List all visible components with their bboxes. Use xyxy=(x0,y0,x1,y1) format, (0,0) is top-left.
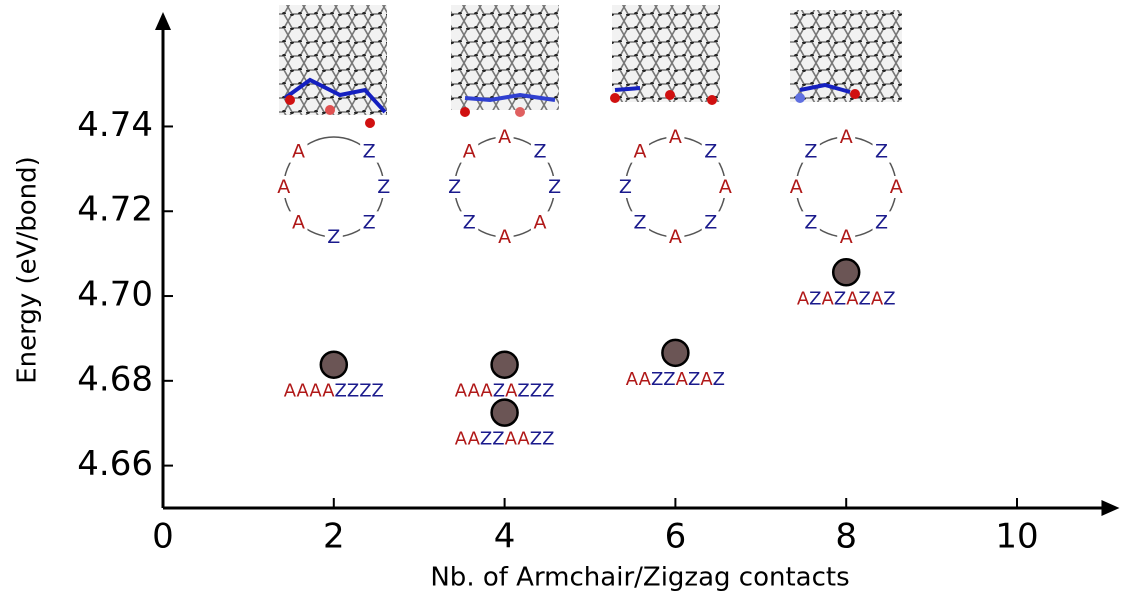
y-tick-label: 4.74 xyxy=(77,105,153,145)
y-axis-label: Energy (eV/bond) xyxy=(13,156,43,384)
x-axis-arrow xyxy=(1101,500,1119,516)
x-tick-label: 0 xyxy=(152,517,174,557)
x-tick-label: 10 xyxy=(995,517,1038,557)
ring-letter: A xyxy=(498,126,511,148)
y-axis-arrow xyxy=(155,12,171,30)
ring-letter: A xyxy=(669,126,682,148)
point xyxy=(662,340,688,366)
x-axis-label: Nb. of Armchair/Zigzag contacts xyxy=(430,563,849,593)
ring-letter: Z xyxy=(875,140,888,162)
ring-letter: Z xyxy=(875,211,888,233)
ring-letter: Z xyxy=(327,226,340,248)
y-tick-label: 4.70 xyxy=(77,275,153,315)
ring-letter: A xyxy=(292,140,305,162)
ring-letter: Z xyxy=(634,211,647,233)
x-tick-label: 8 xyxy=(835,517,857,557)
ring-letter: Z xyxy=(377,176,390,198)
ring-letter: A xyxy=(277,176,290,198)
x-tick-label: 6 xyxy=(665,517,687,557)
y-tick-label: 4.72 xyxy=(77,190,153,230)
y-tick-label: 4.66 xyxy=(77,444,153,484)
ring-letter: A xyxy=(498,226,511,248)
ring-letter: A xyxy=(840,126,853,148)
ring-letter: Z xyxy=(363,211,376,233)
ring-letter: Z xyxy=(533,140,546,162)
ring-letter: A xyxy=(292,211,305,233)
ring-letter: Z xyxy=(619,176,632,198)
ring-letter: Z xyxy=(463,211,476,233)
nanotubes xyxy=(279,5,902,128)
ring-letter: Z xyxy=(704,140,717,162)
point xyxy=(833,259,859,285)
point-label: AAZZAAZZ xyxy=(455,429,555,450)
point-label: AAAAZZZZ xyxy=(284,381,384,402)
ring-letter: Z xyxy=(804,211,817,233)
ring-letter: A xyxy=(790,176,803,198)
ring-letter: A xyxy=(533,211,546,233)
ring-letter: Z xyxy=(704,211,717,233)
point-label: AAZZAZAZ xyxy=(626,369,725,390)
ring-letter: A xyxy=(669,226,682,248)
x-tick-label: 4 xyxy=(494,517,516,557)
ring-letter: Z xyxy=(363,140,376,162)
ring-letter: A xyxy=(463,140,476,162)
chart: Nb. of Armchair/Zigzag contacts Energy (… xyxy=(0,0,1133,596)
x-tick-label: 2 xyxy=(323,517,345,557)
ring-letter: A xyxy=(840,226,853,248)
ring-letter: A xyxy=(634,140,647,162)
ring-letter: A xyxy=(719,176,732,198)
point xyxy=(492,400,518,426)
point xyxy=(321,352,347,378)
y-tick-label: 4.68 xyxy=(77,359,153,399)
ring-letter: A xyxy=(890,176,903,198)
ring-letter: Z xyxy=(448,176,461,198)
ring-letter: Z xyxy=(804,140,817,162)
ring-letter: Z xyxy=(548,176,561,198)
point xyxy=(492,352,518,378)
point-label: AZAZAZAZ xyxy=(797,288,896,309)
